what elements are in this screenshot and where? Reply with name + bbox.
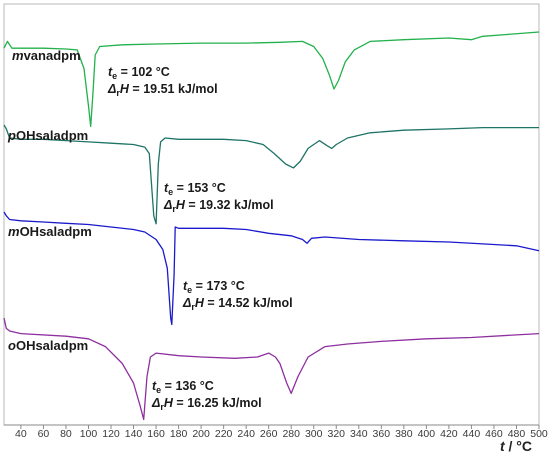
dh-equals: = <box>129 82 143 96</box>
series-label-pOHsaladpm: pOHsaladpm <box>7 128 88 143</box>
te-symbol: t <box>164 181 169 195</box>
dh-value: 16.25 kJ/mol <box>187 396 261 410</box>
dh-equals: = <box>204 296 218 310</box>
x-tick-label: 180 <box>170 428 188 440</box>
x-tick-label: 440 <box>463 428 481 440</box>
annotation-dh-oOHsaladpm: ΔrH = 16.25 kJ/mol <box>151 396 262 412</box>
x-tick-label: 420 <box>440 428 458 440</box>
x-axis-ticks: 40 60 80 100 120 140 160 180 200 220 240 260 280 300 3… <box>15 425 548 440</box>
annotation-te-oOHsaladpm: te = 136 °C <box>152 379 214 395</box>
series-line-mvanadpm <box>3 31 540 128</box>
dh-subscript: r <box>191 302 195 312</box>
x-tick-label: 280 <box>282 428 300 440</box>
dh-symbol: H <box>120 82 130 96</box>
annotation-te-mvanadpm: te = 102 °C <box>108 65 170 81</box>
annotation-dh-pOHsaladpm: ΔrH = 19.32 kJ/mol <box>163 198 274 214</box>
series-line-oOHsaladpm <box>3 317 540 421</box>
te-subscript: e <box>168 187 173 197</box>
x-tick-label: 340 <box>350 428 368 440</box>
te-equals: = <box>173 181 187 195</box>
x-tick-label: 220 <box>215 428 233 440</box>
x-tick-label: 400 <box>418 428 436 440</box>
te-subscript: e <box>112 71 117 81</box>
dh-value: 14.52 kJ/mol <box>218 296 292 310</box>
annotation-dh-mOHsaladpm: ΔrH = 14.52 kJ/mol <box>182 296 293 312</box>
x-tick-label: 480 <box>508 428 526 440</box>
series-label-prefix: o <box>8 338 16 353</box>
dh-delta: Δ <box>107 82 116 96</box>
x-tick-label: 40 <box>15 428 27 440</box>
dh-subscript: r <box>160 402 164 412</box>
dh-value: 19.51 kJ/mol <box>143 82 217 96</box>
dh-subscript: r <box>116 88 120 98</box>
te-symbol: t <box>108 65 113 79</box>
annotation-te-pOHsaladpm: te = 153 °C <box>164 181 226 197</box>
series-label-mvanadpm: mvanadpm <box>12 48 81 63</box>
dh-symbol: H <box>164 396 174 410</box>
series-label-stem: OHsaladpm <box>16 128 88 143</box>
te-value: 136 °C <box>175 379 213 393</box>
dh-equals: = <box>185 198 199 212</box>
te-value: 173 °C <box>206 279 244 293</box>
series-label-stem: vanadpm <box>24 48 81 63</box>
x-tick-label: 320 <box>327 428 345 440</box>
x-tick-label: 240 <box>237 428 255 440</box>
series-label-oOHsaladpm: oOHsaladpm <box>8 338 88 353</box>
dh-value: 19.32 kJ/mol <box>199 198 273 212</box>
dh-equals: = <box>173 396 187 410</box>
series-layer <box>3 31 540 421</box>
te-subscript: e <box>156 385 161 395</box>
x-axis-label-unit: / °C <box>505 438 532 454</box>
series-label-prefix: m <box>12 48 24 63</box>
x-tick-label: 100 <box>80 428 98 440</box>
x-tick-label: 80 <box>60 428 72 440</box>
te-equals: = <box>192 279 206 293</box>
series-line-mOHsaladpm <box>3 211 540 326</box>
te-symbol: t <box>183 279 188 293</box>
series-label-stem: OHsaladpm <box>16 338 88 353</box>
te-value: 102 °C <box>131 65 169 79</box>
te-symbol: t <box>152 379 157 393</box>
x-tick-label: 300 <box>305 428 323 440</box>
dh-delta: Δ <box>151 396 160 410</box>
x-tick-label: 460 <box>485 428 503 440</box>
dh-symbol: H <box>176 198 186 212</box>
plot-area-frame <box>3 3 540 426</box>
series-label-prefix: p <box>7 128 16 143</box>
dh-symbol: H <box>195 296 205 310</box>
dh-subscript: r <box>172 204 176 214</box>
x-tick-label: 160 <box>147 428 165 440</box>
annotation-dh-mvanadpm: ΔrH = 19.51 kJ/mol <box>107 82 218 98</box>
te-equals: = <box>117 65 131 79</box>
series-label-stem: OHsaladpm <box>20 224 92 239</box>
x-tick-label: 140 <box>125 428 143 440</box>
x-tick-label: 380 <box>395 428 413 440</box>
x-tick-label: 60 <box>38 428 50 440</box>
te-subscript: e <box>187 285 192 295</box>
x-tick-label: 120 <box>102 428 120 440</box>
series-label-prefix: m <box>8 224 20 239</box>
series-label-mOHsaladpm: mOHsaladpm <box>8 224 92 239</box>
x-tick-label: 360 <box>373 428 391 440</box>
te-equals: = <box>161 379 175 393</box>
x-tick-label: 260 <box>260 428 278 440</box>
x-tick-label: 200 <box>192 428 210 440</box>
dh-delta: Δ <box>182 296 191 310</box>
x-tick-label: 500 <box>530 428 548 440</box>
series-line-pOHsaladpm <box>3 124 539 225</box>
te-value: 153 °C <box>187 181 225 195</box>
dh-delta: Δ <box>163 198 172 212</box>
x-axis-label-var: t <box>500 438 506 454</box>
annotation-te-mOHsaladpm: te = 173 °C <box>183 279 245 295</box>
x-axis-label: t / °C <box>500 438 532 454</box>
